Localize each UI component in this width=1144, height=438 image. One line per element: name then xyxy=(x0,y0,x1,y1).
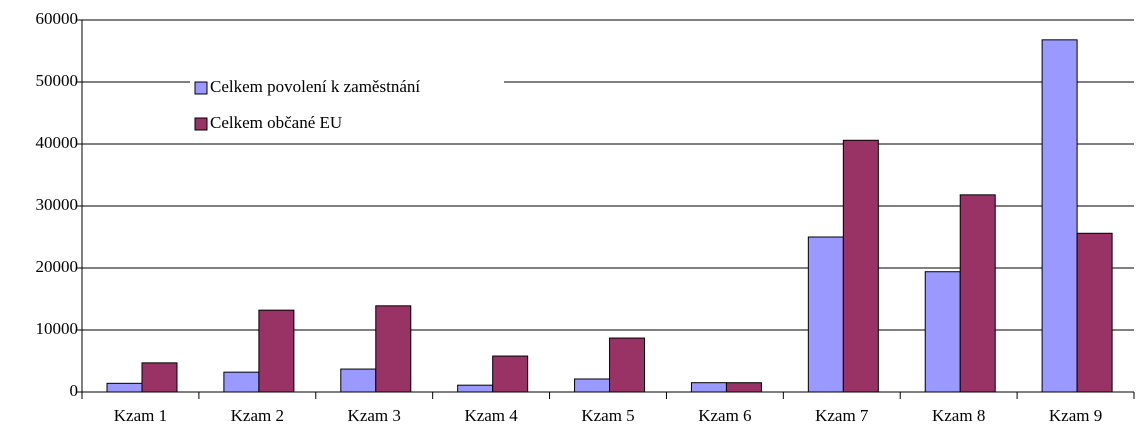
x-tick-label: Kzam 2 xyxy=(231,406,284,425)
y-tick-label: 60000 xyxy=(36,9,79,28)
y-tick-label: 0 xyxy=(70,381,79,400)
legend-swatch xyxy=(194,81,208,95)
y-tick-label: 30000 xyxy=(36,195,79,214)
bar xyxy=(725,382,762,393)
bar xyxy=(959,194,996,393)
bar xyxy=(457,384,494,393)
x-tick-label: Kzam 6 xyxy=(698,406,751,425)
bar xyxy=(106,382,143,393)
x-tick-label: Kzam 8 xyxy=(932,406,985,425)
x-tick-label: Kzam 1 xyxy=(114,406,167,425)
bar xyxy=(609,337,646,393)
y-tick-label: 20000 xyxy=(36,257,79,276)
legend-box xyxy=(190,70,504,140)
x-tick-label: Kzam 3 xyxy=(348,406,401,425)
x-tick-label: Kzam 5 xyxy=(581,406,634,425)
bar xyxy=(492,355,529,393)
bar xyxy=(223,371,260,393)
bar xyxy=(340,368,377,393)
x-tick-label: Kzam 4 xyxy=(464,406,518,425)
y-tick-label: 40000 xyxy=(36,133,79,152)
legend-label: Celkem povolení k zaměstnání xyxy=(210,77,420,96)
x-tick-label: Kzam 9 xyxy=(1049,406,1102,425)
legend-swatch xyxy=(194,117,208,131)
bar xyxy=(574,378,611,393)
bar xyxy=(1041,39,1078,393)
bar xyxy=(924,271,961,393)
bar xyxy=(258,309,295,393)
bar xyxy=(375,305,412,393)
bar xyxy=(807,236,844,393)
y-tick-label: 10000 xyxy=(36,319,79,338)
x-tick-label: Kzam 7 xyxy=(815,406,869,425)
y-tick-label: 50000 xyxy=(36,71,79,90)
bar xyxy=(690,382,727,393)
legend-label: Celkem občané EU xyxy=(210,113,342,132)
bar xyxy=(1076,232,1113,393)
bar xyxy=(141,362,178,393)
bar xyxy=(842,139,879,393)
